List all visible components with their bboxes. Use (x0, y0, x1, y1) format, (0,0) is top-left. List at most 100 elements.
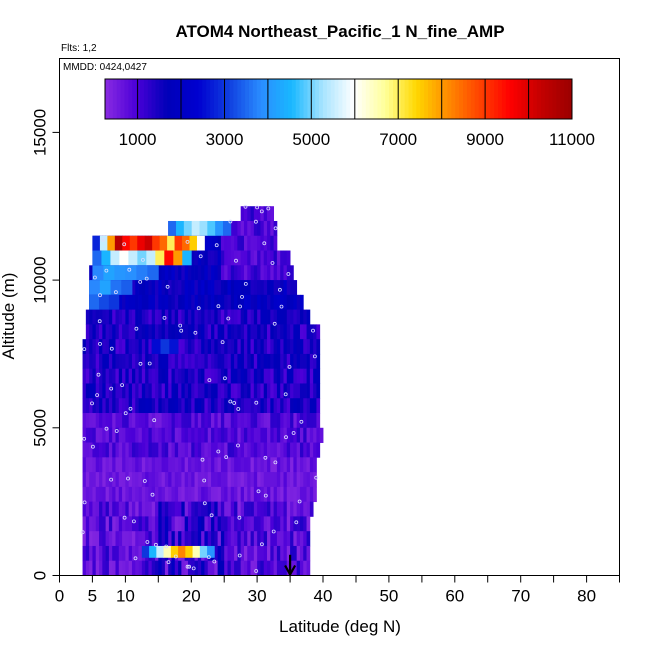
heatmap-cell (240, 427, 245, 443)
heatmap-cell (178, 368, 182, 384)
measurement-point (216, 449, 221, 454)
heatmap-cell (306, 383, 311, 399)
heatmap-cell (155, 531, 159, 547)
heatmap-cell (214, 531, 219, 547)
heatmap-cell (201, 353, 205, 370)
heatmap-cell (171, 531, 176, 547)
heatmap-cell (204, 353, 209, 370)
heatmap-cell (306, 442, 311, 458)
heatmap-cell (299, 368, 304, 384)
heatmap-cell (122, 309, 126, 325)
heatmap-cell (118, 353, 123, 370)
colorbar-segment (143, 79, 149, 119)
heatmap-cell (280, 442, 284, 458)
colorbar-segment (474, 79, 480, 119)
measurement-point (266, 206, 271, 211)
heatmap-cell (290, 413, 294, 429)
measurement-point (98, 341, 102, 346)
heatmap-cell (250, 368, 255, 384)
heatmap-cell (290, 457, 294, 473)
heatmap-cell (217, 309, 222, 325)
measurement-point (82, 436, 87, 441)
heatmap-cell (250, 383, 255, 399)
colorbar: 1000 3000 5000 7000 9000 11000 (104, 78, 595, 149)
heatmap-cell (115, 383, 120, 399)
heatmap-cell (131, 516, 136, 532)
heatmap-cell (263, 427, 268, 443)
heatmap-cell (260, 560, 265, 576)
heatmap-cell (276, 501, 281, 517)
heatmap-cell (303, 353, 307, 370)
heatmap-cell (187, 368, 192, 384)
heatmap-cell (164, 265, 169, 281)
heatmap-cell (309, 383, 314, 399)
heatmap-cell (234, 442, 238, 458)
heatmap-cell (253, 427, 258, 443)
heatmap-hotspot-cell (192, 545, 201, 558)
heatmap-cell (270, 280, 275, 296)
measurement-point (90, 401, 94, 406)
heatmap-cell (171, 294, 176, 311)
heatmap-cell (276, 413, 281, 429)
heatmap-cell (164, 531, 169, 547)
heatmap-cell (211, 339, 215, 355)
heatmap-cell (214, 250, 219, 266)
heatmap-cell (145, 531, 149, 547)
heatmap-cell (250, 501, 255, 517)
heatmap-cell (250, 220, 255, 237)
heatmap-cell (296, 309, 301, 325)
measurement-point (193, 330, 198, 335)
colorbar-tick-label: 5000 (292, 130, 330, 149)
measurement-point (109, 386, 114, 391)
heatmap-cell (194, 339, 199, 355)
heatmap-cell (102, 398, 107, 414)
heatmap-cell (201, 324, 205, 340)
heatmap-cell (243, 235, 248, 251)
heatmap-cell (270, 427, 275, 443)
heatmap-cell (197, 353, 202, 370)
heatmap-cell (303, 309, 307, 325)
heatmap-cell (240, 353, 245, 370)
heatmap-cell (240, 501, 245, 517)
heatmap-cell (253, 472, 258, 488)
heatmap-cell (227, 383, 232, 399)
heatmap-cell (243, 531, 248, 547)
heatmap-cell (85, 353, 90, 370)
heatmap-cell (197, 472, 202, 488)
heatmap-cell (145, 442, 149, 458)
measurement-point (95, 393, 99, 398)
heatmap-cell (227, 235, 232, 251)
heatmap-cell (286, 442, 291, 458)
measurement-point (234, 258, 238, 263)
measurement-point (202, 478, 207, 483)
heatmap-cell (243, 294, 248, 311)
colorbar-segment (307, 79, 312, 119)
heatmap-cell (247, 413, 251, 429)
heatmap-cell (306, 339, 311, 355)
heatmap-cell (227, 294, 232, 311)
heatmap-cell (270, 250, 275, 266)
colorbar-segment (167, 79, 172, 119)
heatmap-cell (105, 427, 110, 443)
heatmap-cell (151, 353, 156, 370)
heatmap-cell (128, 294, 133, 311)
heatmap-cell (267, 235, 271, 251)
heatmap-cell (224, 398, 228, 414)
heatmap-cell (102, 501, 107, 517)
heatmap-cell (220, 486, 225, 503)
heatmap-cell (267, 398, 271, 414)
heatmap-cell (85, 413, 90, 429)
colorbar-segment (533, 79, 538, 119)
heatmap-cell (273, 413, 278, 429)
heatmap-cell (293, 339, 298, 355)
heatmap-cell (171, 280, 176, 296)
heatmap-cell (280, 353, 284, 370)
heatmap-cell (280, 427, 284, 443)
heatmap-cell (237, 501, 242, 517)
heatmap-cell (161, 427, 166, 443)
heatmap-cell (303, 398, 307, 414)
heatmap-cell (85, 516, 90, 532)
heatmap-cell (89, 339, 93, 355)
heatmap-cell (234, 294, 238, 311)
heatmap-cell (125, 309, 130, 325)
